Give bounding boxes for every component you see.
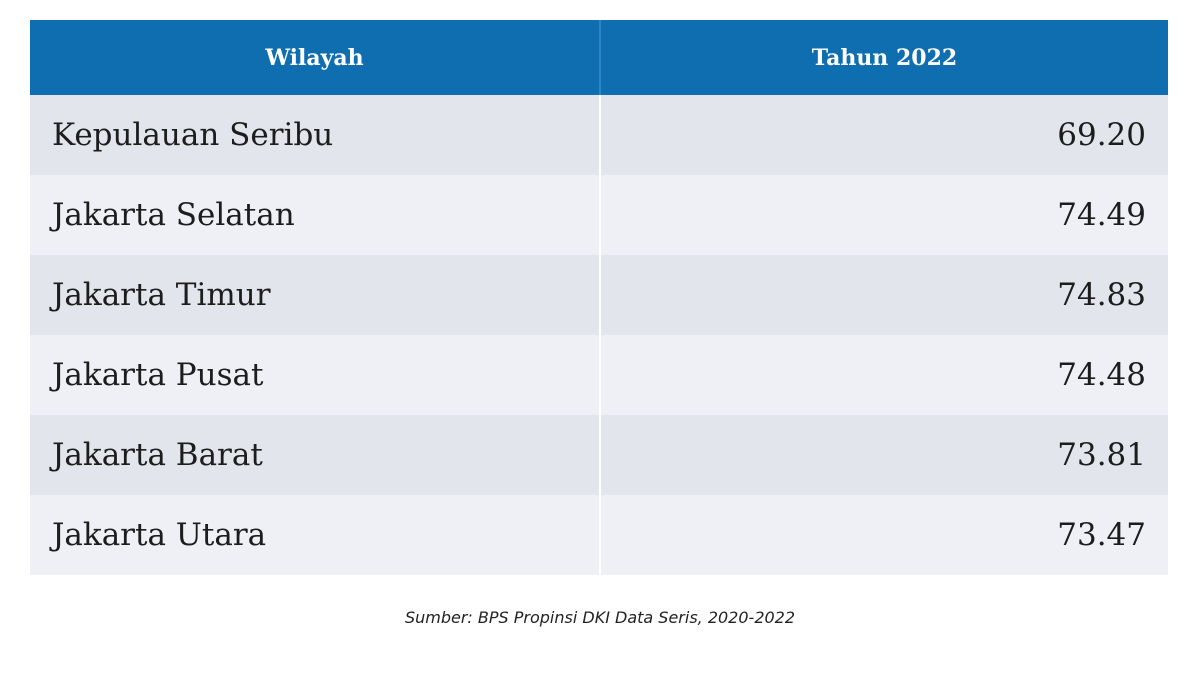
region-cell: Jakarta Barat	[30, 415, 600, 495]
region-cell: Jakarta Utara	[30, 495, 600, 575]
region-cell: Kepulauan Seribu	[30, 95, 600, 175]
table-body: Kepulauan Seribu 69.20 Jakarta Selatan 74.4…	[30, 95, 1168, 575]
table-row: Jakarta Barat 73.81	[30, 415, 1168, 495]
value-cell: 73.47	[599, 495, 1168, 575]
value-cell: 74.83	[599, 255, 1168, 335]
source-note: Sumber: BPS Propinsi DKI Data Seris, 202…	[404, 608, 796, 627]
value-cell: 74.49	[599, 175, 1168, 255]
value-cell: 73.81	[599, 415, 1168, 495]
table-header: Wilayah Tahun 2022	[30, 20, 1168, 95]
table-row: Kepulauan Seribu 69.20	[30, 95, 1168, 175]
value-cell: 69.20	[599, 95, 1168, 175]
data-table: Wilayah Tahun 2022 Kepulauan Seribu 69.20…	[30, 20, 1168, 575]
value-cell: 74.48	[599, 335, 1168, 415]
region-cell: Jakarta Timur	[30, 255, 600, 335]
table-row: Jakarta Selatan 74.49	[30, 175, 1168, 255]
table-row: Jakarta Pusat 74.48	[30, 335, 1168, 415]
header-row: Wilayah Tahun 2022	[30, 20, 1168, 95]
header-cell: Wilayah	[30, 20, 600, 95]
region-cell: Jakarta Selatan	[30, 175, 600, 255]
table-row: Jakarta Utara 73.47	[30, 495, 1168, 575]
header-cell: Tahun 2022	[599, 20, 1168, 95]
table-row: Jakarta Timur 74.83	[30, 255, 1168, 335]
region-cell: Jakarta Pusat	[30, 335, 600, 415]
